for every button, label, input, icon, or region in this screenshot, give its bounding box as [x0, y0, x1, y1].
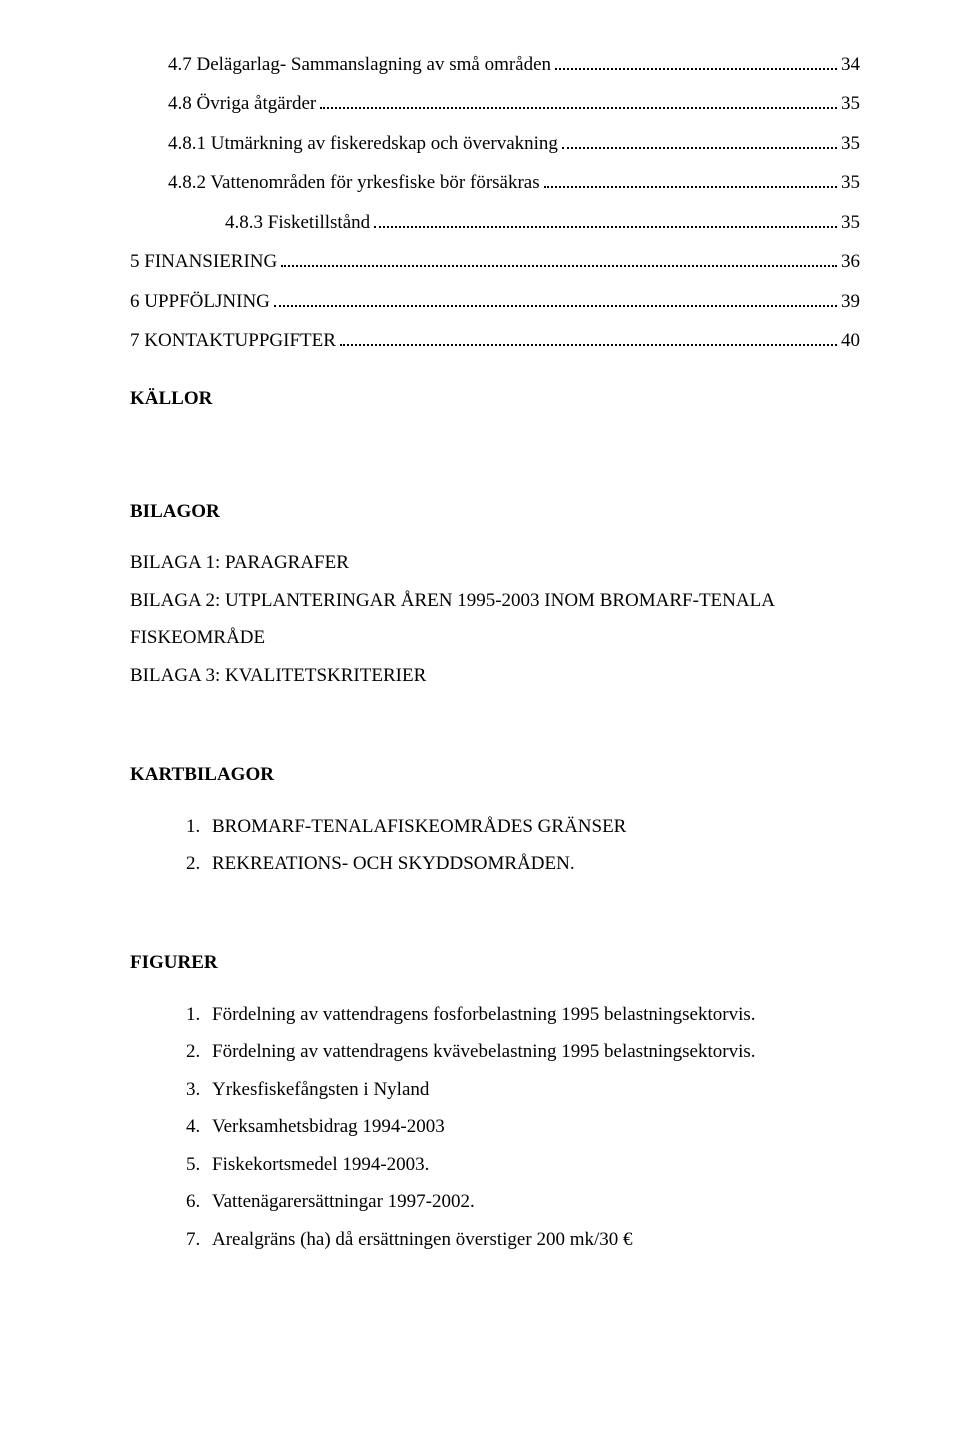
toc-line: 4.7 Delägarlag- Sammanslagning av små om… [130, 50, 860, 79]
list-number: 1. [186, 1000, 212, 1029]
list-item: 1. Fördelning av vattendragens fosforbel… [186, 1000, 860, 1029]
toc-line: 4.8 Övriga åtgärder 35 [130, 89, 860, 118]
list-text: Fördelning av vattendragens fosforbelast… [212, 1000, 756, 1029]
toc-line: 4.8.1 Utmärkning av fiskeredskap och öve… [130, 129, 860, 158]
toc-line: 4.8.3 Fisketillstånd 35 [130, 208, 860, 237]
list-item: 3. Yrkesfiskefångsten i Nyland [186, 1075, 860, 1104]
toc-page: 35 [841, 168, 860, 197]
list-number: 2. [186, 849, 212, 878]
list-number: 4. [186, 1112, 212, 1141]
toc-page: 35 [841, 89, 860, 118]
toc-line: 6 UPPFÖLJNING 39 [130, 287, 860, 316]
list-text: Vattenägarersättningar 1997-2002. [212, 1187, 475, 1216]
toc-label: 4.8.2 Vattenområden för yrkesfiske bör f… [168, 168, 540, 197]
list-number: 3. [186, 1075, 212, 1104]
list-number: 5. [186, 1150, 212, 1179]
toc-label: 4.8 Övriga åtgärder [168, 89, 316, 118]
toc-label: 4.8.3 Fisketillstånd [225, 208, 370, 237]
toc-label: 4.7 Delägarlag- Sammanslagning av små om… [168, 50, 551, 79]
toc-page: 35 [841, 208, 860, 237]
list-number: 7. [186, 1225, 212, 1254]
toc-dots [320, 107, 837, 109]
list-number: 6. [186, 1187, 212, 1216]
list-text: Fördelning av vattendragens kvävebelastn… [212, 1037, 756, 1066]
toc-label: 5 FINANSIERING [130, 247, 277, 276]
list-text: Yrkesfiskefångsten i Nyland [212, 1075, 429, 1104]
list-item: 2. Fördelning av vattendragens kvävebela… [186, 1037, 860, 1066]
figurer-heading: FIGURER [130, 948, 860, 977]
list-text: Verksamhetsbidrag 1994-2003 [212, 1112, 445, 1141]
toc-page: 35 [841, 129, 860, 158]
toc-dots [340, 344, 837, 346]
bilaga-item: FISKEOMRÅDE [130, 623, 860, 652]
toc-dots [374, 226, 837, 228]
kartbilagor-list: 1. BROMARF-TENALAFISKEOMRÅDES GRÄNSER 2.… [130, 812, 860, 879]
bilaga-item: BILAGA 1: PARAGRAFER [130, 548, 860, 577]
list-item: 4. Verksamhetsbidrag 1994-2003 [186, 1112, 860, 1141]
toc-label: 4.8.1 Utmärkning av fiskeredskap och öve… [168, 129, 558, 158]
toc-line: 4.8.2 Vattenområden för yrkesfiske bör f… [130, 168, 860, 197]
list-text: BROMARF-TENALAFISKEOMRÅDES GRÄNSER [212, 812, 626, 841]
list-number: 2. [186, 1037, 212, 1066]
list-item: 1. BROMARF-TENALAFISKEOMRÅDES GRÄNSER [186, 812, 860, 841]
toc-dots [555, 68, 837, 70]
toc-dots [274, 305, 837, 307]
list-item: 2. REKREATIONS- OCH SKYDDSOMRÅDEN. [186, 849, 860, 878]
toc-page: 34 [841, 50, 860, 79]
toc-dots [562, 147, 837, 149]
list-number: 1. [186, 812, 212, 841]
toc-dots [544, 186, 837, 188]
kartbilagor-heading: KARTBILAGOR [130, 760, 860, 789]
list-item: 5. Fiskekortsmedel 1994-2003. [186, 1150, 860, 1179]
list-text: Fiskekortsmedel 1994-2003. [212, 1150, 429, 1179]
toc-label: 6 UPPFÖLJNING [130, 287, 270, 316]
toc-line: 7 KONTAKTUPPGIFTER 40 [130, 326, 860, 355]
toc-page: 36 [841, 247, 860, 276]
list-item: 7. Arealgräns (ha) då ersättningen övers… [186, 1225, 860, 1254]
toc-dots [281, 265, 837, 267]
figurer-list: 1. Fördelning av vattendragens fosforbel… [130, 1000, 860, 1254]
list-item: 6. Vattenägarersättningar 1997-2002. [186, 1187, 860, 1216]
list-text: REKREATIONS- OCH SKYDDSOMRÅDEN. [212, 849, 575, 878]
toc-page: 39 [841, 287, 860, 316]
bilagor-heading: BILAGOR [130, 497, 860, 526]
bilaga-item: BILAGA 3: KVALITETSKRITERIER [130, 661, 860, 690]
bilaga-item: BILAGA 2: UTPLANTERINGAR ÅREN 1995-2003 … [130, 586, 860, 615]
toc-label: 7 KONTAKTUPPGIFTER [130, 326, 336, 355]
kallor-heading: KÄLLOR [130, 384, 860, 413]
toc-line: 5 FINANSIERING 36 [130, 247, 860, 276]
toc-page: 40 [841, 326, 860, 355]
list-text: Arealgräns (ha) då ersättningen överstig… [212, 1225, 633, 1254]
